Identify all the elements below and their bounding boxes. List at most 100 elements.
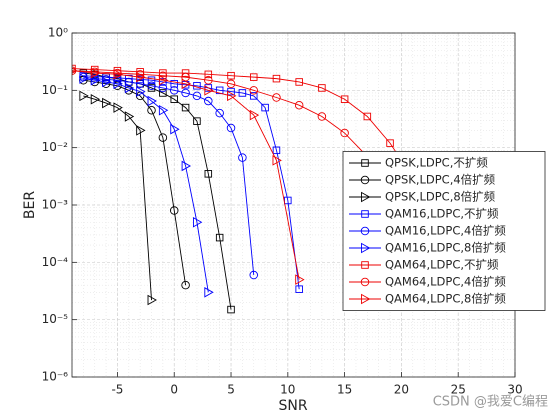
marker <box>181 88 190 98</box>
y-tick-label: 10⁻³ <box>42 198 69 212</box>
y-tick-label: 10⁻⁴ <box>42 255 69 269</box>
x-tick-label: 0 <box>170 383 178 397</box>
marker <box>272 74 281 83</box>
marker <box>227 90 237 102</box>
marker <box>238 89 247 97</box>
legend-marker <box>361 210 369 218</box>
x-tick-label: 25 <box>451 383 466 397</box>
y-tick-label: 10⁰ <box>48 26 68 40</box>
series-line <box>83 95 152 301</box>
legend-marker <box>361 191 371 203</box>
legend-label: QAM64,LDPC,8倍扩频 <box>385 292 506 306</box>
x-tick-label: 5 <box>227 383 235 397</box>
marker <box>181 103 190 112</box>
marker <box>136 125 146 136</box>
marker <box>169 206 179 215</box>
marker <box>249 92 258 100</box>
marker <box>238 153 247 162</box>
marker <box>181 280 190 290</box>
marker <box>181 69 190 77</box>
marker <box>226 79 236 89</box>
series-line <box>83 79 187 286</box>
watermark: CSDN @我爱C编程 <box>433 395 548 410</box>
legend: QPSK,LDPC,不扩频 QPSK,LDPC,4倍扩频 QPSK,LDPC,8倍扩… <box>342 151 546 311</box>
marker <box>340 128 349 138</box>
marker <box>158 104 169 116</box>
marker <box>204 96 213 106</box>
marker <box>249 270 258 280</box>
marker <box>72 67 78 74</box>
marker <box>158 74 169 86</box>
marker <box>192 216 203 228</box>
marker <box>90 74 101 86</box>
marker <box>181 160 192 172</box>
legend-marker <box>360 277 370 287</box>
marker <box>136 86 146 97</box>
marker <box>249 86 258 95</box>
marker <box>226 123 236 133</box>
series <box>72 67 305 285</box>
legend-label: QAM16,LDPC,8倍扩频 <box>385 241 506 255</box>
marker <box>170 80 178 88</box>
legend-label: QAM16,LDPC,4倍扩频 <box>385 224 506 238</box>
series <box>79 90 157 306</box>
marker <box>192 91 202 101</box>
marker <box>113 78 123 90</box>
marker <box>204 70 213 79</box>
marker <box>113 102 123 113</box>
marker <box>169 86 179 95</box>
marker <box>124 111 135 122</box>
marker <box>318 84 326 92</box>
y-axis-label: BER <box>22 191 38 219</box>
legend-label: QPSK,LDPC,8倍扩频 <box>385 190 496 204</box>
legend-label: QAM64,LDPC,不扩频 <box>385 258 499 272</box>
marker <box>159 89 167 97</box>
marker <box>147 105 156 115</box>
marker <box>204 287 214 298</box>
y-tick-label: 10⁻¹ <box>42 83 69 97</box>
series-line <box>83 76 255 276</box>
marker <box>261 103 269 112</box>
legend-label: QPSK,LDPC,不扩频 <box>385 156 488 170</box>
x-tick-label: 15 <box>337 383 352 397</box>
legend-marker <box>361 293 371 305</box>
marker <box>363 112 372 121</box>
legend-label: QPSK,LDPC,4倍扩频 <box>385 173 496 187</box>
series <box>79 73 214 298</box>
marker <box>215 233 224 242</box>
marker <box>295 285 303 293</box>
marker <box>193 117 201 125</box>
marker <box>158 133 168 142</box>
marker <box>90 67 101 79</box>
marker <box>102 76 112 88</box>
marker <box>227 71 235 80</box>
marker <box>147 95 157 107</box>
marker <box>272 93 281 102</box>
legend-label: QAM64,LDPC,4倍扩频 <box>385 275 506 289</box>
y-tick-label: 10⁻⁶ <box>42 370 69 384</box>
series-line <box>72 70 300 280</box>
marker <box>147 76 156 84</box>
marker <box>113 69 123 80</box>
marker <box>90 93 101 105</box>
marker <box>170 123 180 135</box>
x-tick-label: 10 <box>280 383 295 397</box>
marker <box>317 112 327 121</box>
marker <box>340 95 349 103</box>
legend-marker <box>361 242 371 254</box>
x-tick-label: -5 <box>111 383 123 397</box>
marker <box>79 73 89 84</box>
series-line <box>83 78 209 293</box>
marker <box>102 97 112 109</box>
marker <box>136 80 144 88</box>
marker <box>170 95 178 103</box>
marker <box>204 85 214 96</box>
marker <box>294 100 304 110</box>
marker <box>227 305 235 314</box>
marker <box>124 82 135 94</box>
marker <box>215 108 224 118</box>
legend-label: QAM16,LDPC,不扩频 <box>385 207 499 221</box>
marker <box>181 78 192 90</box>
